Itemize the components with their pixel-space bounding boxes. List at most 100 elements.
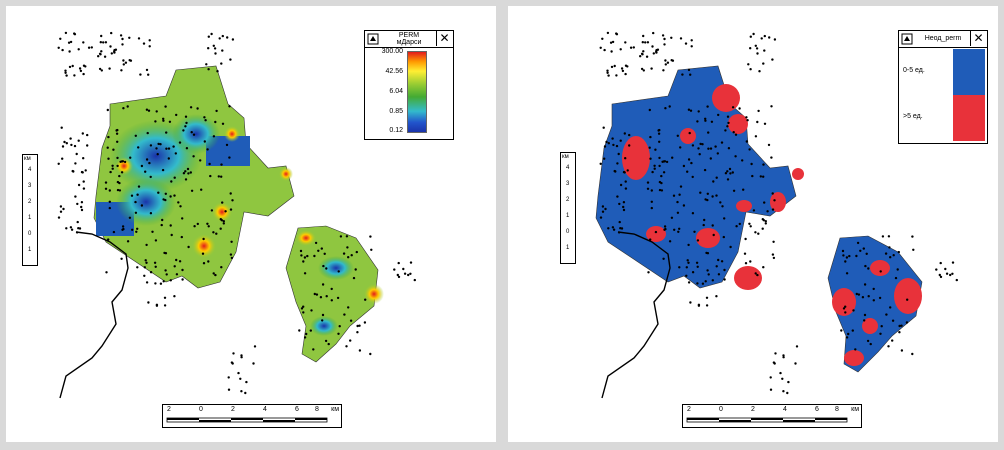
well-marker bbox=[779, 371, 782, 375]
well-marker bbox=[364, 298, 367, 301]
layer-style-icon[interactable] bbox=[367, 33, 379, 45]
class-row-high: >5 ед. bbox=[899, 95, 985, 141]
well-marker bbox=[124, 61, 128, 64]
well-marker bbox=[720, 260, 724, 263]
wells-right bbox=[599, 31, 958, 395]
well-marker bbox=[137, 37, 141, 40]
perm-tick-0: 300.00 bbox=[381, 48, 403, 55]
well-marker bbox=[676, 134, 679, 137]
class-row-low: 0-5 ед. bbox=[899, 49, 985, 95]
well-marker bbox=[752, 32, 755, 36]
well-marker bbox=[320, 247, 323, 250]
well-marker bbox=[717, 273, 721, 276]
layer-style-icon[interactable] bbox=[901, 33, 913, 45]
well-marker bbox=[864, 264, 867, 268]
well-marker bbox=[879, 270, 882, 273]
well-marker bbox=[663, 37, 666, 41]
well-marker bbox=[112, 148, 115, 151]
well-marker bbox=[646, 41, 650, 44]
well-marker bbox=[748, 148, 751, 151]
well-marker bbox=[660, 189, 664, 192]
well-marker bbox=[190, 131, 193, 134]
well-marker bbox=[687, 243, 690, 247]
well-marker bbox=[100, 69, 104, 72]
well-marker bbox=[105, 271, 108, 274]
well-marker bbox=[210, 32, 213, 36]
well-marker bbox=[190, 189, 194, 192]
well-marker bbox=[650, 67, 653, 70]
well-marker bbox=[57, 46, 60, 49]
well-marker bbox=[653, 167, 656, 170]
well-marker bbox=[617, 231, 621, 234]
well-marker bbox=[114, 48, 118, 51]
close-icon[interactable]: ✕ bbox=[970, 31, 986, 46]
well-marker bbox=[397, 275, 401, 279]
well-marker bbox=[857, 293, 861, 296]
well-marker bbox=[842, 254, 845, 257]
well-marker bbox=[727, 147, 731, 150]
well-marker bbox=[168, 120, 172, 124]
well-marker bbox=[82, 157, 85, 160]
well-marker bbox=[861, 296, 865, 299]
well-marker bbox=[762, 266, 765, 269]
well-marker bbox=[640, 52, 644, 55]
well-marker bbox=[216, 70, 219, 73]
well-marker bbox=[618, 220, 621, 224]
well-marker bbox=[949, 273, 952, 277]
well-marker bbox=[397, 261, 400, 265]
well-marker bbox=[343, 313, 346, 316]
perm-title-line1: PERM bbox=[398, 32, 420, 39]
well-marker bbox=[844, 260, 847, 263]
hscale-unit: км bbox=[851, 406, 859, 413]
well-marker bbox=[209, 174, 212, 178]
well-marker bbox=[710, 120, 714, 124]
well-marker bbox=[715, 194, 718, 197]
well-marker bbox=[697, 110, 700, 113]
well-marker bbox=[108, 189, 112, 192]
well-marker bbox=[79, 69, 83, 73]
well-marker bbox=[848, 254, 851, 258]
well-marker bbox=[894, 276, 898, 280]
well-marker bbox=[131, 228, 134, 231]
vscale-tick: 0 bbox=[566, 229, 570, 235]
well-marker bbox=[319, 296, 323, 299]
well-marker bbox=[786, 391, 789, 395]
well-marker bbox=[745, 116, 748, 119]
well-marker bbox=[134, 134, 137, 137]
well-marker bbox=[764, 222, 767, 225]
well-marker bbox=[103, 55, 107, 58]
well-marker bbox=[670, 59, 673, 62]
well-marker bbox=[760, 37, 763, 40]
well-marker bbox=[104, 41, 108, 44]
well-marker bbox=[76, 202, 79, 206]
well-marker bbox=[68, 65, 72, 69]
well-marker bbox=[207, 47, 210, 50]
well-marker bbox=[86, 144, 89, 147]
left-map-panel: PERM мДарси ✕ 300.00 42.56 6.04 0.85 0.1… bbox=[6, 6, 496, 442]
well-marker bbox=[653, 164, 656, 167]
well-marker bbox=[189, 171, 192, 174]
close-icon[interactable]: ✕ bbox=[436, 31, 452, 46]
well-marker bbox=[106, 108, 110, 112]
well-marker bbox=[107, 157, 110, 160]
well-marker bbox=[230, 256, 234, 260]
well-marker bbox=[772, 240, 775, 243]
well-marker bbox=[898, 324, 901, 328]
well-marker bbox=[691, 212, 695, 215]
well-marker bbox=[149, 144, 153, 147]
well-marker bbox=[169, 224, 172, 227]
well-marker bbox=[664, 227, 667, 231]
hscale-tick: 2 bbox=[167, 406, 171, 413]
well-marker bbox=[764, 220, 767, 223]
well-marker bbox=[369, 235, 372, 238]
vscale-tick: 3 bbox=[566, 181, 570, 187]
well-marker bbox=[686, 259, 689, 262]
well-marker bbox=[349, 339, 352, 342]
well-marker bbox=[252, 362, 255, 365]
well-marker bbox=[601, 205, 605, 208]
well-marker bbox=[350, 254, 353, 257]
well-marker bbox=[688, 131, 691, 135]
well-marker bbox=[306, 254, 309, 258]
well-marker bbox=[403, 272, 407, 275]
well-marker bbox=[757, 109, 760, 113]
